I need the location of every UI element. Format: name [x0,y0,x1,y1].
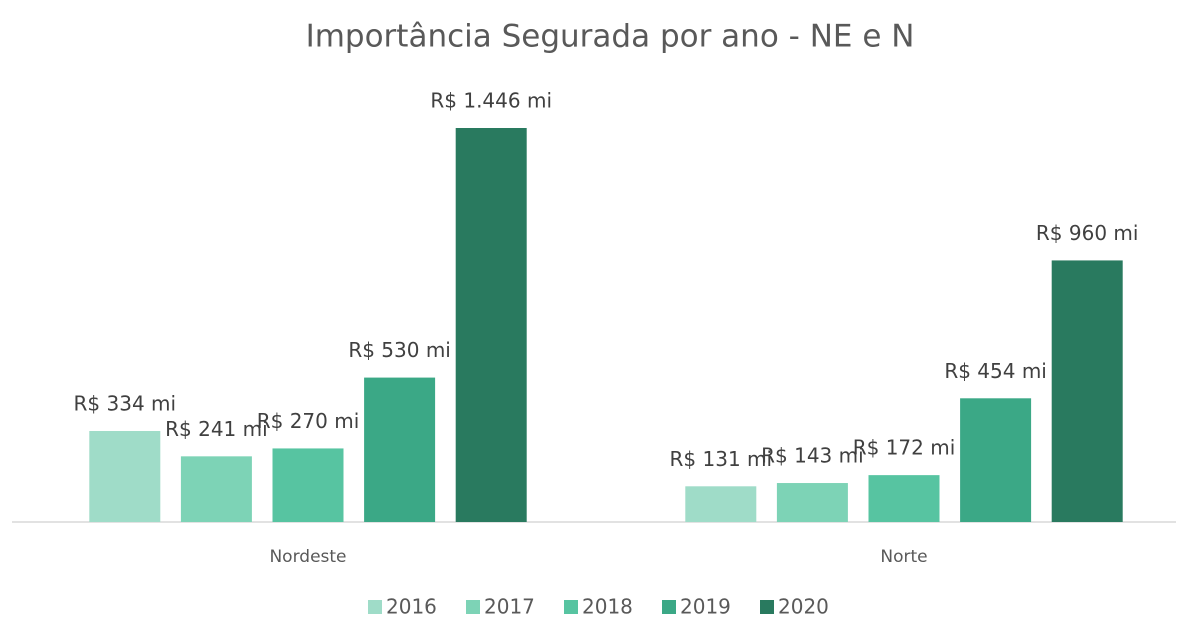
data-label: R$ 172 mi [853,436,956,460]
bar [1051,260,1123,522]
data-label: R$ 334 mi [74,391,177,415]
legend-swatch [760,600,774,614]
x-tick-label: Norte [880,547,927,567]
data-label: R$ 960 mi [1036,221,1139,245]
bar [685,486,757,522]
bar [180,456,252,522]
data-label: R$ 143 mi [761,444,864,468]
legend-swatch [564,600,578,614]
legend-swatch [662,600,676,614]
legend-swatch [368,600,382,614]
chart-title: Importância Segurada por ano - NE e N [306,19,915,55]
data-label: R$ 1.446 mi [430,89,552,113]
legend-label: 2017 [484,595,535,619]
bar [364,377,436,522]
bar [89,430,161,522]
data-label: R$ 454 mi [944,359,1047,383]
x-tick-label: Nordeste [269,547,346,567]
legend-swatch [466,600,480,614]
bar [776,483,848,522]
data-label: R$ 241 mi [165,417,268,441]
data-label: R$ 270 mi [257,409,360,433]
bar [868,475,940,522]
bar [272,448,344,522]
legend-label: 2016 [386,595,437,619]
legend-label: 2020 [778,595,829,619]
bar [960,398,1032,522]
bar [455,128,527,522]
data-label: R$ 131 mi [670,447,773,471]
data-label: R$ 530 mi [348,338,451,362]
legend-label: 2018 [582,595,633,619]
legend-label: 2019 [680,595,731,619]
